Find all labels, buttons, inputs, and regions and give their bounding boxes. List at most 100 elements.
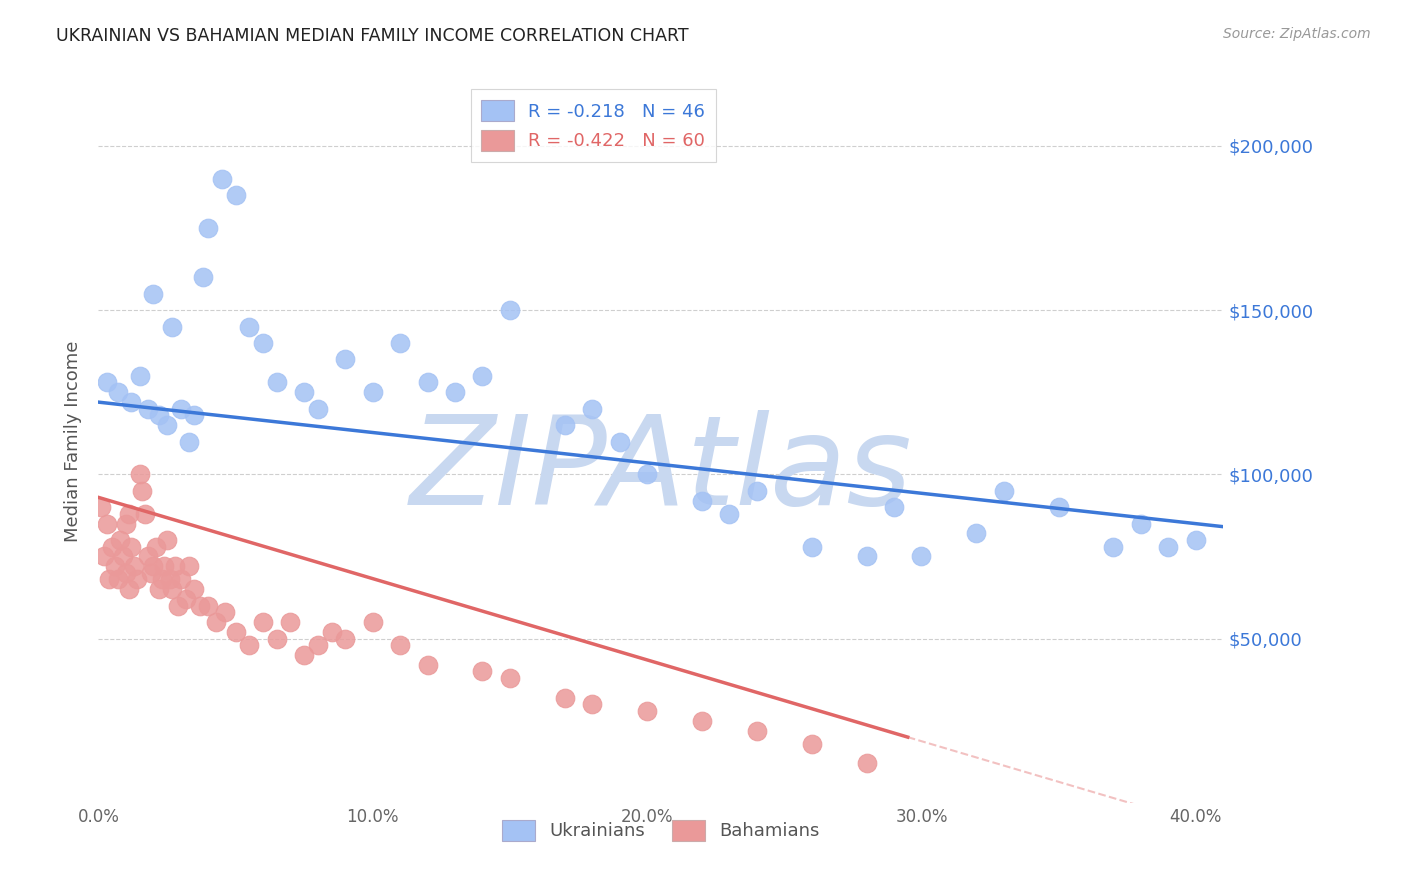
Point (690, 493, 713, 508)
Point (307, 638, 329, 652)
Point (444, 385, 467, 400)
Point (361, 615, 384, 630)
Point (205, 615, 228, 630)
Point (177, 434, 200, 449)
Point (389, 638, 412, 652)
Point (499, 671, 522, 685)
Point (1047, 500, 1070, 515)
Point (174, 592, 197, 607)
Point (142, 559, 165, 574)
Point (117, 582, 139, 597)
Point (177, 559, 200, 574)
Point (266, 376, 288, 390)
Point (471, 665, 494, 679)
Point (197, 599, 219, 613)
Point (636, 467, 658, 482)
Point (191, 270, 214, 285)
Point (183, 409, 205, 423)
Point (225, 625, 247, 640)
Text: UKRAINIAN VS BAHAMIAN MEDIAN FAMILY INCOME CORRELATION CHART: UKRAINIAN VS BAHAMIAN MEDIAN FAMILY INCO… (56, 27, 689, 45)
Point (115, 566, 138, 580)
Point (136, 401, 159, 416)
Point (188, 599, 211, 613)
Point (170, 573, 193, 587)
Point (150, 573, 173, 587)
Point (252, 336, 274, 351)
Point (90, 500, 112, 515)
Legend: Ukrainians, Bahamians: Ukrainians, Bahamians (495, 813, 827, 848)
Point (162, 319, 184, 334)
Point (307, 401, 329, 416)
Point (107, 573, 129, 587)
Point (499, 303, 522, 318)
Point (145, 540, 167, 554)
Point (167, 599, 190, 613)
Point (115, 516, 138, 531)
Point (153, 559, 176, 574)
Point (554, 690, 576, 705)
Point (159, 573, 181, 587)
Point (117, 507, 139, 521)
Point (165, 559, 187, 574)
Point (416, 657, 439, 672)
Point (993, 483, 1015, 498)
Point (1102, 540, 1125, 554)
Point (142, 286, 165, 301)
Point (280, 615, 302, 630)
Point (581, 698, 603, 712)
Point (855, 549, 877, 564)
Point (101, 540, 124, 554)
Point (156, 533, 179, 547)
Point (1184, 533, 1206, 547)
Point (335, 352, 357, 367)
Point (1157, 540, 1180, 554)
Point (471, 368, 494, 383)
Point (211, 171, 233, 186)
Point (800, 540, 823, 554)
Point (125, 573, 148, 587)
Point (745, 483, 768, 498)
Point (292, 385, 315, 400)
Point (112, 549, 135, 564)
Point (745, 723, 768, 738)
Point (148, 582, 170, 597)
Point (690, 714, 713, 728)
Point (170, 401, 193, 416)
Point (389, 336, 412, 351)
Point (292, 648, 315, 662)
Point (1129, 516, 1152, 531)
Text: Source: ZipAtlas.com: Source: ZipAtlas.com (1223, 27, 1371, 41)
Point (183, 582, 205, 597)
Point (266, 632, 288, 646)
Point (238, 319, 260, 334)
Point (910, 549, 932, 564)
Point (162, 582, 184, 597)
Text: ZIPAtlas: ZIPAtlas (409, 410, 912, 531)
Point (800, 737, 823, 751)
Point (110, 533, 132, 547)
Point (965, 526, 987, 541)
Point (98, 573, 121, 587)
Point (197, 221, 219, 235)
Point (134, 507, 156, 521)
Point (136, 549, 159, 564)
Point (361, 385, 384, 400)
Point (855, 756, 877, 771)
Point (128, 467, 150, 482)
Point (104, 559, 127, 574)
Point (122, 559, 145, 574)
Point (96, 516, 118, 531)
Point (214, 605, 236, 619)
Point (554, 418, 576, 433)
Point (321, 625, 343, 640)
Point (335, 632, 357, 646)
Point (120, 395, 142, 409)
Point (107, 385, 129, 400)
Y-axis label: Median Family Income: Median Family Income (65, 341, 83, 542)
Point (581, 401, 603, 416)
Point (636, 704, 658, 718)
Point (416, 376, 439, 390)
Point (93, 549, 115, 564)
Point (883, 500, 905, 515)
Point (128, 368, 150, 383)
